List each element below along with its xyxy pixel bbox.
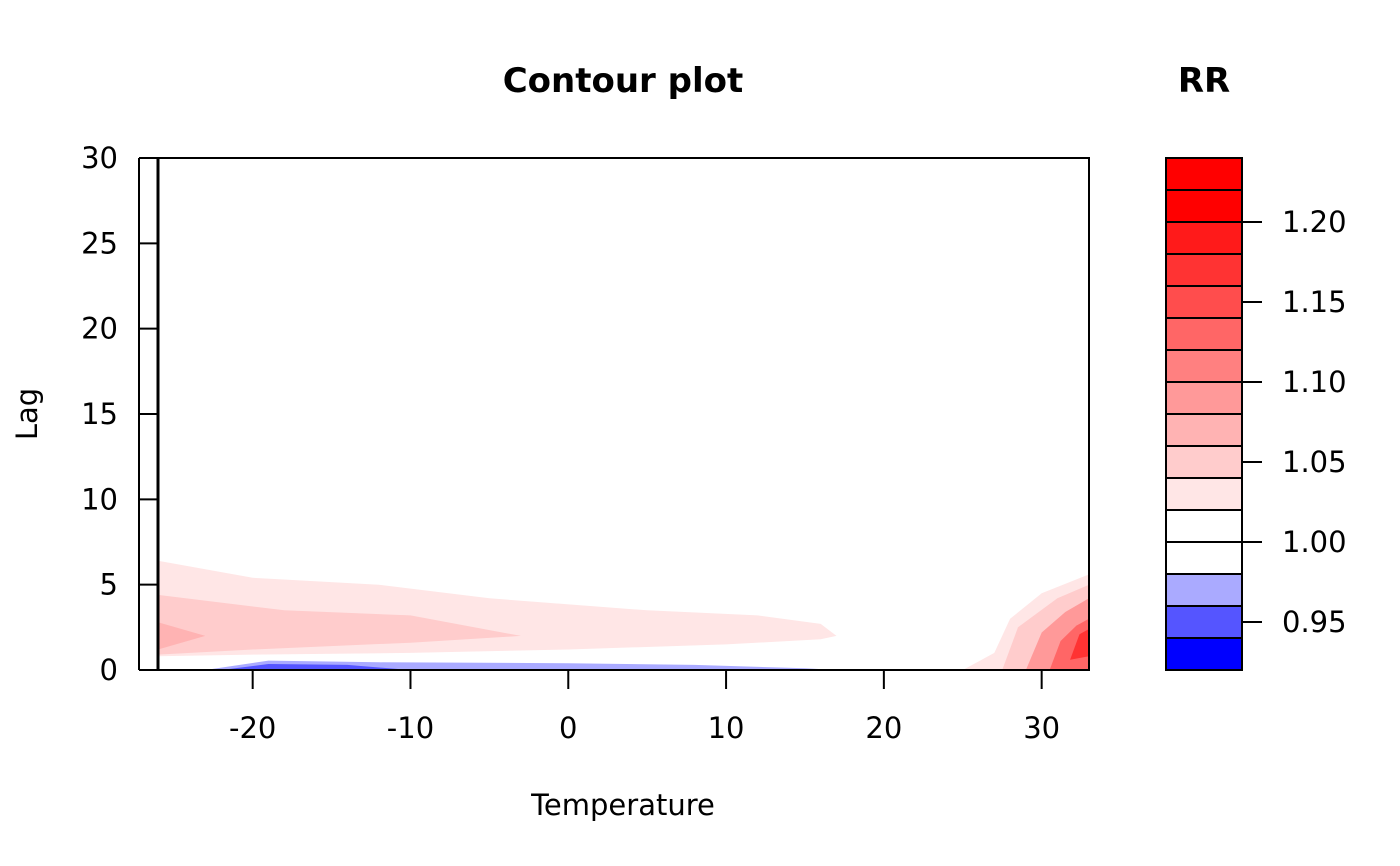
legend-swatch [1165, 285, 1243, 319]
legend-swatch [1165, 605, 1243, 639]
legend-tick-label: 1.10 [1282, 365, 1347, 399]
legend-swatch [1165, 509, 1243, 543]
color-legend: 0.95 1.00 1.05 1.10 1.15 1.20 [1165, 157, 1347, 671]
x-axis-label: Temperature [530, 788, 715, 822]
legend-swatch [1165, 445, 1243, 479]
legend-tick-label: 0.95 [1282, 605, 1347, 639]
legend-tick-label: 1.20 [1282, 205, 1347, 239]
x-tick-label: -20 [229, 711, 276, 745]
legend-swatch [1165, 573, 1243, 607]
y-axis: 0 5 10 15 20 25 30 [81, 141, 158, 687]
legend-title: RR [1178, 61, 1230, 101]
legend-swatch [1165, 317, 1243, 351]
contour-region-rr-1.14-1.20-hot [1070, 629, 1089, 660]
legend-swatch [1165, 157, 1243, 191]
legend-tick-label: 1.15 [1282, 285, 1347, 319]
y-tick-label: 30 [81, 141, 118, 175]
x-tick-label: 10 [708, 711, 745, 745]
y-tick-label: 5 [100, 568, 118, 602]
contour-region-rr-1.06-1.08 [158, 622, 206, 650]
legend-swatch [1165, 541, 1243, 575]
y-tick-label: 20 [81, 312, 118, 346]
legend-tick-label: 1.05 [1282, 445, 1347, 479]
chart-title: Contour plot [503, 61, 744, 101]
y-tick-label: 10 [81, 482, 118, 516]
legend-tick-label: 1.00 [1282, 525, 1347, 559]
legend-swatch [1165, 477, 1243, 511]
contour-region-rr-0.94-0.96 [221, 664, 411, 670]
legend-swatch [1165, 637, 1243, 671]
contour-region-rr-1.04-1.06 [158, 594, 521, 655]
y-tick-label: 15 [81, 397, 118, 431]
y-tick-label: 0 [100, 653, 118, 687]
plot-area [156, 157, 1090, 671]
contour-regions [158, 560, 1089, 670]
x-axis: -20 -10 0 10 20 30 [229, 670, 1060, 745]
y-axis-label: Lag [10, 388, 44, 440]
y-tick-label: 25 [81, 226, 118, 260]
x-tick-label: 20 [865, 711, 902, 745]
legend-swatch [1165, 221, 1243, 255]
legend-swatch [1165, 189, 1243, 223]
legend-swatch [1165, 349, 1243, 383]
legend-swatch [1165, 381, 1243, 415]
x-tick-label: 30 [1023, 711, 1060, 745]
legend-swatch [1165, 253, 1243, 287]
x-tick-label: -10 [387, 711, 434, 745]
legend-swatch [1165, 413, 1243, 447]
x-tick-label: 0 [559, 711, 577, 745]
